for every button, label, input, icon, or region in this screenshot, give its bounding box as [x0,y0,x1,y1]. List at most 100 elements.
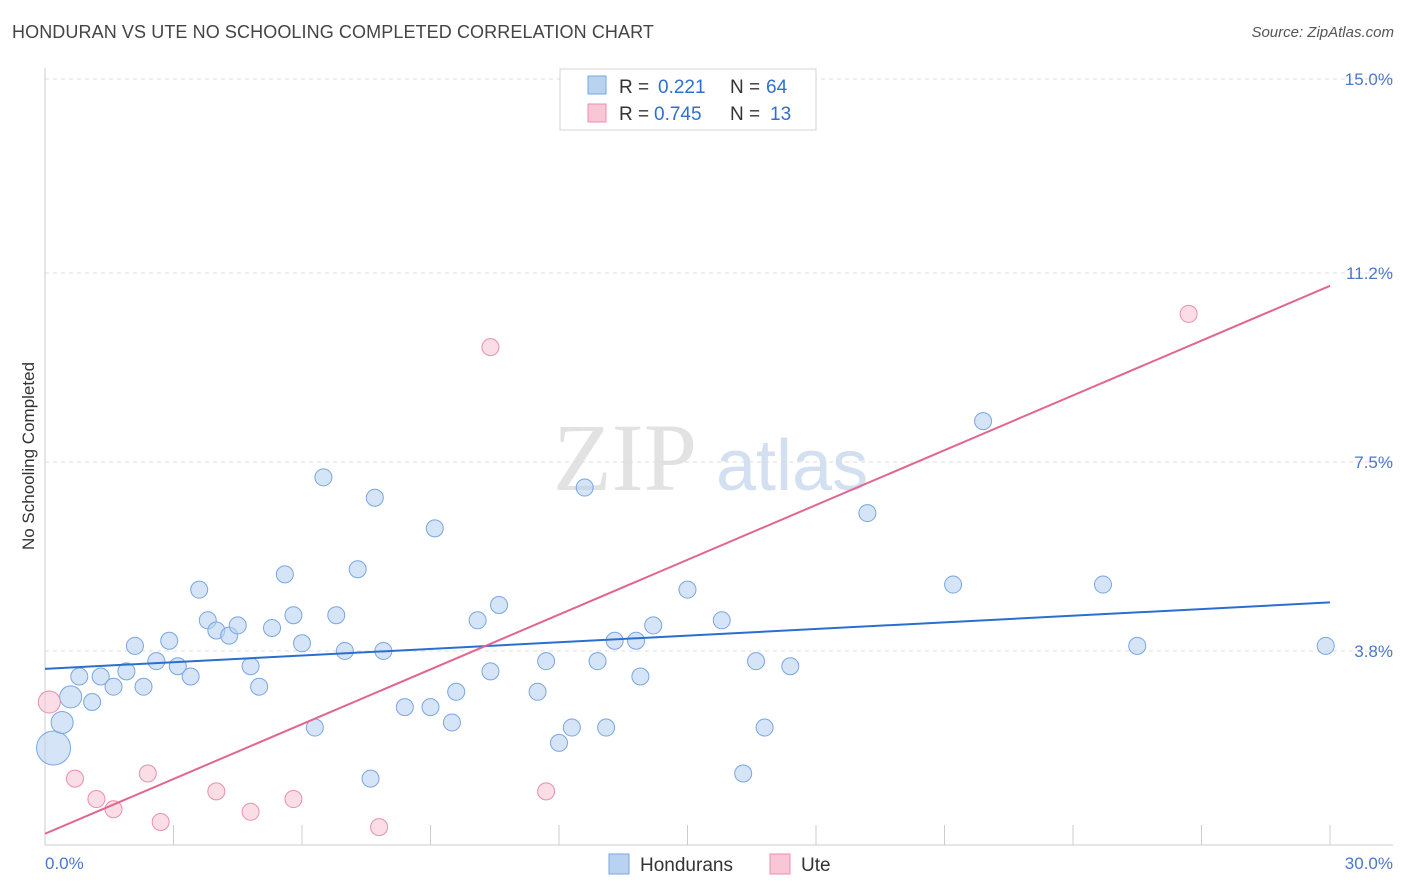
point-hondurans-49 [627,631,646,650]
point-hondurans-1 [50,710,74,734]
point-hondurans-29 [348,560,367,579]
point-hondurans-51 [644,616,663,635]
point-hondurans-24 [293,634,311,653]
grid [45,78,1393,652]
point-hondurans-48 [605,631,624,650]
point-hondurans-8 [125,636,144,655]
point-hondurans-50 [631,667,650,686]
point-hondurans-31 [365,488,384,507]
point-hondurans-30 [361,769,380,788]
y-tick-label-1: 7.5% [1354,453,1393,472]
legend-r-label-2: R = [619,104,649,125]
point-ute-12 [1179,304,1198,323]
point-hondurans-23 [284,606,303,625]
point-hondurans-41 [528,682,547,701]
series-legend: Hondurans Ute [608,853,831,876]
point-ute-10 [481,338,500,357]
watermark-zip: ZIP [553,404,697,511]
point-hondurans-0 [36,730,72,766]
point-hondurans-54 [734,764,753,783]
point-ute-1 [65,769,84,788]
point-hondurans-42 [537,652,556,671]
point-hondurans-4 [83,693,102,712]
point-hondurans-34 [421,698,440,717]
point-hondurans-35 [425,519,444,538]
y-tick-label-0: 3.8% [1354,642,1393,661]
point-hondurans-11 [160,631,179,650]
point-ute-2 [87,790,106,809]
bottom-legend-label-ute: Ute [801,855,831,876]
source-attribution: Source: ZipAtlas.com [1251,24,1394,41]
series-ute [37,304,1198,837]
legend-swatch-hondurans [587,75,607,95]
point-ute-9 [370,818,389,837]
bottom-legend-swatch-hondurans [608,853,630,875]
point-hondurans-57 [781,657,800,676]
point-ute-6 [207,782,226,801]
point-hondurans-52 [678,580,697,599]
point-hondurans-27 [327,606,346,625]
point-hondurans-3 [70,667,89,686]
legend-r-value-2: 0.745 [654,104,702,125]
y-tick-label-3: 15.0% [1345,70,1393,89]
x-tick-label-max: 30.0% [1345,854,1393,873]
y-axis-title: No Schooling Completed [19,362,38,550]
point-hondurans-5 [91,667,110,686]
bottom-legend-label-hondurans: Hondurans [640,855,733,876]
point-hondurans-33 [395,698,414,717]
point-hondurans-60 [974,412,993,431]
trend-line-hondurans [44,601,1331,670]
point-ute-3 [104,800,123,819]
x-axis-ticks [44,825,1331,845]
point-hondurans-56 [755,718,774,737]
point-hondurans-59 [944,575,963,594]
point-hondurans-2 [59,685,83,709]
point-hondurans-61 [1093,575,1112,594]
legend-n-label-2: N = [730,104,760,125]
trend-line-ute [44,284,1331,835]
y-axis-tick-labels: 3.8% 7.5% 11.2% 15.0% [1345,70,1393,661]
point-hondurans-9 [134,677,153,696]
legend-n-value-2: 13 [770,104,791,125]
point-hondurans-7 [117,662,136,681]
point-hondurans-26 [314,468,333,487]
y-tick-label-2: 11.2% [1346,264,1393,283]
point-hondurans-28 [335,641,354,660]
legend-r-value-1: 0.221 [658,77,706,98]
point-hondurans-55 [747,652,766,671]
point-hondurans-18 [228,616,247,635]
point-hondurans-44 [562,718,581,737]
point-hondurans-47 [597,718,616,737]
axes [44,68,1393,846]
chart-title: HONDURAN VS UTE NO SCHOOLING COMPLETED C… [12,22,655,42]
point-ute-5 [151,813,170,832]
point-hondurans-58 [858,504,877,523]
point-ute-11 [537,782,556,801]
point-hondurans-19 [241,657,260,676]
point-hondurans-13 [181,667,200,686]
point-hondurans-36 [442,713,461,732]
legend-n-label-1: N = [730,77,760,98]
legend-swatch-ute [587,103,607,123]
point-hondurans-22 [275,565,294,584]
point-hondurans-21 [263,618,282,637]
series-hondurans [36,412,1335,788]
point-hondurans-37 [447,682,466,701]
point-hondurans-62 [1128,636,1147,655]
point-ute-8 [284,790,303,809]
point-hondurans-45 [575,478,594,497]
point-hondurans-63 [1316,636,1335,655]
point-ute-0 [37,690,61,714]
point-hondurans-14 [190,580,209,599]
point-hondurans-10 [147,652,166,671]
point-hondurans-43 [550,733,568,752]
point-ute-7 [241,802,260,821]
point-hondurans-40 [490,595,509,614]
legend-r-label-1: R = [619,77,649,98]
point-hondurans-46 [588,652,607,671]
watermark-atlas: atlas [716,426,868,506]
bottom-legend-swatch-ute [769,853,791,875]
point-hondurans-6 [104,677,123,696]
stats-legend: R = 0.221 N = 64 R = 0.745 N = 13 [559,68,817,131]
